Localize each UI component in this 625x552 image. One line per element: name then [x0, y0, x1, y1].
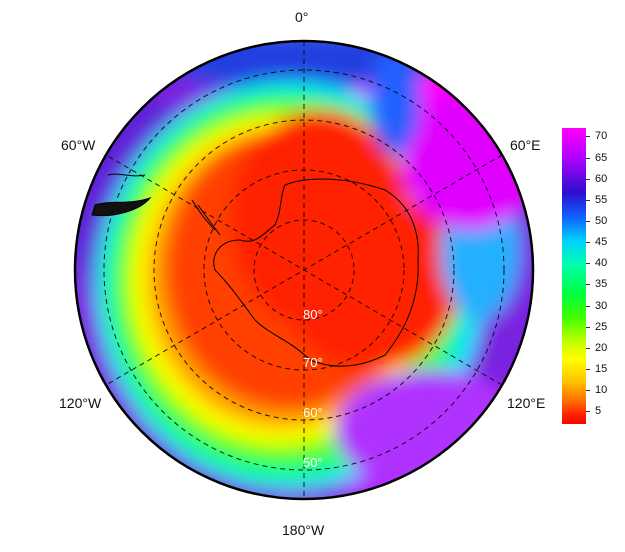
colorbar-tick-label: 20 — [595, 341, 608, 354]
lon-label-60e: 60°E — [510, 137, 541, 153]
colorbar-tick-mark — [586, 178, 590, 180]
colorbar-tick-label: 5 — [595, 405, 602, 418]
lon-label-120e: 120°E — [507, 395, 546, 411]
colorbar-tick-label: 70 — [595, 130, 608, 143]
lon-label-0: 0° — [295, 9, 309, 25]
graticule-lat-50 — [103, 69, 505, 471]
colorbar-tick-label: 45 — [595, 236, 608, 249]
lon-label-120w: 120°W — [59, 395, 102, 411]
colorbar-tick-mark — [586, 411, 590, 413]
colorbar-tick-mark — [586, 284, 590, 286]
lon-label-180w: 180°W — [282, 522, 325, 538]
colorbar-tick-mark — [586, 136, 590, 138]
lat-label-70: 70° — [303, 355, 323, 370]
map-boundary — [73, 39, 535, 501]
colorbar-tick-label: 65 — [595, 151, 608, 164]
data-field — [75, 41, 533, 499]
colorbar-tick-mark — [586, 199, 590, 201]
graticule — [103, 41, 505, 499]
colorbar-tick-label: 55 — [595, 193, 608, 206]
colorbar-tick-mark — [586, 263, 590, 265]
colorbar-tick-label: 15 — [595, 363, 608, 376]
lat-label-80: 80° — [303, 307, 323, 322]
colorbar-tick-label: 35 — [595, 278, 608, 291]
colorbar-tick-mark — [586, 305, 590, 307]
colorbar-tick-label: 50 — [595, 215, 608, 228]
graticule-lat-80 — [253, 219, 355, 321]
lon-label-60w: 60°W — [61, 137, 96, 153]
colorbar-tick-label: 40 — [595, 257, 608, 270]
colorbar-tick-mark — [586, 326, 590, 328]
colorbar-ticks: 70 65 60 55 50 45 40 35 30 25 20 15 10 5 — [586, 128, 625, 424]
lat-label-50: 50° — [303, 455, 323, 470]
colorbar-tick-label: 10 — [595, 384, 608, 397]
colorbar-tick-mark — [586, 157, 590, 159]
colorbar-tick-label: 30 — [595, 299, 608, 312]
colorbar-tick-mark — [586, 347, 590, 349]
colorbar-tick-label: 25 — [595, 320, 608, 333]
colorbar-tick-mark — [586, 369, 590, 371]
graticule-meridian-120e-60w — [105, 154, 503, 386]
colorbar-tick-mark — [586, 242, 590, 244]
colorbar-tick-label: 60 — [595, 172, 608, 185]
colorbar-tick-mark — [586, 221, 590, 223]
colorbar-tick-mark — [586, 390, 590, 392]
colorbar — [562, 128, 586, 424]
lat-label-60: 60° — [303, 405, 323, 420]
